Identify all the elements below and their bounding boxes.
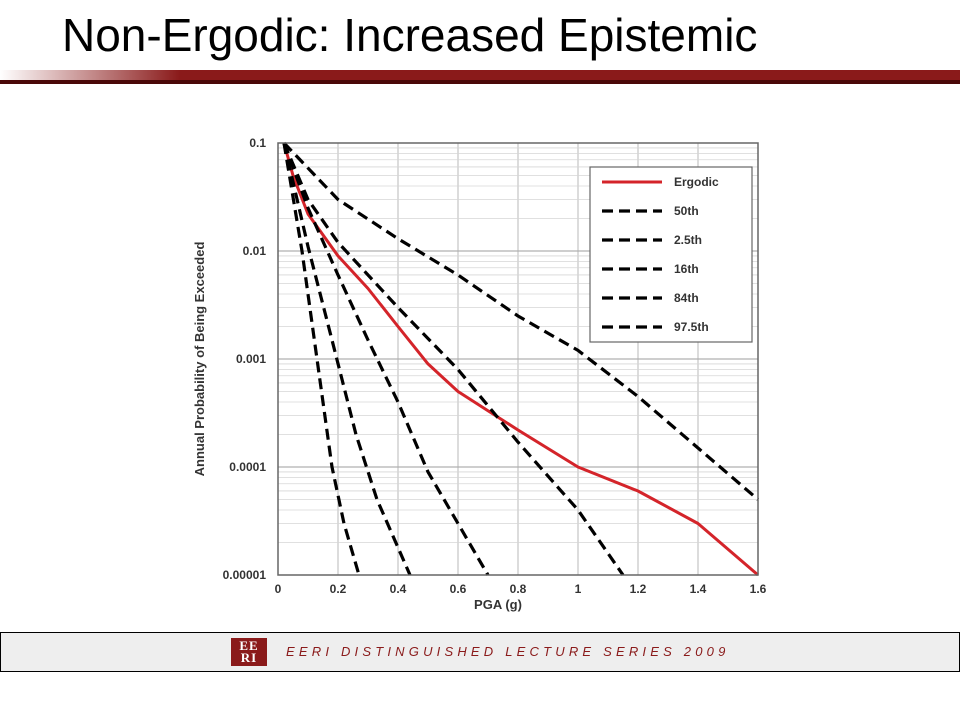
legend-label: 50th [674,204,699,218]
eeri-logo-bottom: RI [240,650,258,665]
plot-frame [277,142,759,576]
series-line-1 [282,142,759,577]
x-tick-label: 1.4 [690,582,707,596]
x-tick-label: 0.2 [330,582,347,596]
series-line-2 [282,142,490,576]
y-tick-label: 0.1 [249,136,266,150]
legend-label: 2.5th [674,233,702,247]
x-axis-label: PGA (g) [474,597,522,612]
title-divider-shadow [0,80,960,84]
eeri-logo-top: EE [239,638,259,653]
hazard-curve-chart: 0 0.2 0.4 0.6 0.8 1 1.2 1.4 1.6 0.1 0.01 0.001 0.000… [192,136,767,612]
series-line-6 [282,141,760,501]
footer-text: EERI DISTINGUISHED LECTURE SERIES 2009 [286,644,730,659]
x-tick-label: 0.8 [510,582,527,596]
eeri-logo: EE RI [231,638,267,666]
legend-label: 84th [674,291,699,305]
series-line-3 [282,142,361,576]
x-tick-label: 1.2 [630,582,647,596]
series-line-4 [282,142,412,576]
y-tick-label: 0.00001 [223,568,267,582]
x-tick-label: 0.4 [390,582,407,596]
slide-title: Non-Ergodic: Increased Epistemic [62,9,758,61]
x-tick-label: 1.6 [750,582,767,596]
legend-label: 97.5th [674,320,709,334]
y-tick-label: 0.01 [243,244,267,258]
y-tick-label: 0.001 [236,352,266,366]
footer-bar: EE RI EERI DISTINGUISHED LECTURE SERIES … [0,632,960,672]
legend-box [589,166,753,343]
x-tick-label: 0 [275,582,282,596]
legend-label: Ergodic [674,175,719,189]
legend-label: 16th [674,262,699,276]
x-tick-label: 1 [575,582,582,596]
y-axis-label: Annual Probability of Being Exceeded [192,242,207,477]
series-line-5 [282,142,625,576]
y-tick-label: 0.0001 [229,460,266,474]
title-divider [0,70,960,84]
x-tick-label: 0.6 [450,582,467,596]
